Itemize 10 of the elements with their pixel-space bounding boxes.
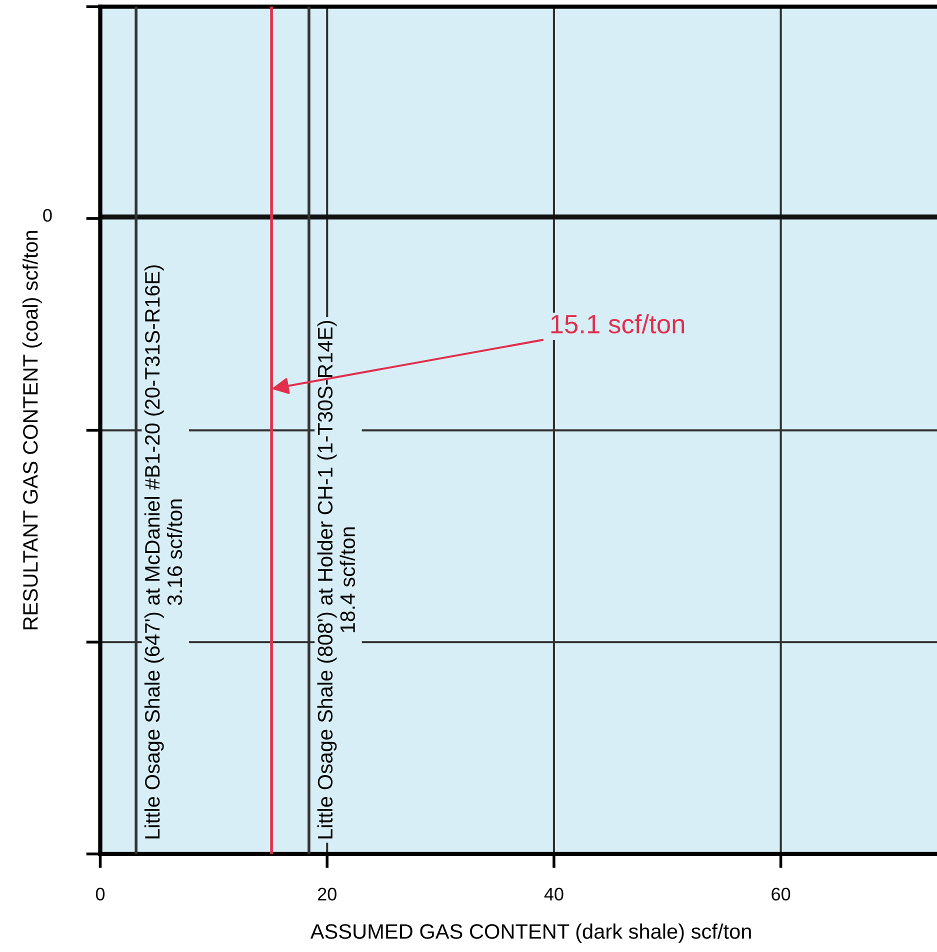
x-tick-label: 0 — [96, 888, 105, 901]
x-axis-title: ASSUMED GAS CONTENT (dark shale) scf/ton — [310, 924, 751, 943]
x-tick-label: 20 — [318, 888, 336, 901]
x-tick-label: 60 — [772, 888, 790, 901]
text: 0 — [43, 208, 52, 222]
x-tick-label: 40 — [544, 888, 564, 901]
annotation: 15.1 scf/ton — [551, 314, 684, 334]
y-axis-title: RESULTANT GAS CONTENT (coal) scf/ton — [22, 230, 42, 630]
text: Little Osage Shale (647') at McDaniel #B1-20 (20-T31S-R16E) 3.16 scf/ton — [144, 265, 182, 838]
text: Little Osage Shale (808') at Holder CH-1 (1-T30S-R14E) 18.4 scf/ton — [317, 320, 356, 838]
